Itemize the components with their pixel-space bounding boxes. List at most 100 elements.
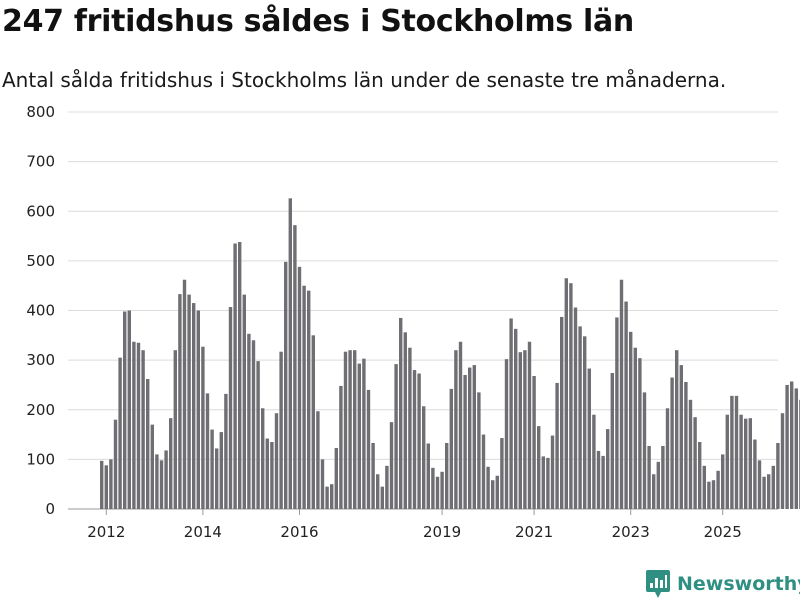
bar[interactable] <box>472 365 476 509</box>
bar[interactable] <box>164 450 168 509</box>
bar[interactable] <box>458 341 463 509</box>
bar[interactable] <box>771 465 775 509</box>
bar[interactable] <box>748 418 752 509</box>
bar[interactable] <box>394 364 398 509</box>
bar[interactable] <box>196 310 200 510</box>
bar[interactable] <box>141 350 145 509</box>
bar[interactable] <box>790 381 794 509</box>
bar[interactable] <box>647 445 651 509</box>
bar[interactable] <box>583 336 587 509</box>
bar[interactable] <box>757 460 762 509</box>
bar[interactable] <box>500 438 504 509</box>
bar[interactable] <box>546 457 550 509</box>
bar[interactable] <box>422 406 426 509</box>
bar[interactable] <box>371 442 375 509</box>
bar[interactable] <box>155 454 159 509</box>
bar[interactable] <box>293 225 297 509</box>
bar[interactable] <box>776 442 780 509</box>
bar[interactable] <box>693 417 697 509</box>
bar[interactable] <box>652 474 656 509</box>
bar[interactable] <box>449 388 453 509</box>
bar[interactable] <box>265 438 269 509</box>
bar[interactable] <box>587 368 591 509</box>
bar[interactable] <box>481 434 486 509</box>
bar[interactable] <box>592 414 596 509</box>
bar[interactable] <box>573 307 578 509</box>
bar[interactable] <box>353 350 357 509</box>
bar[interactable] <box>403 332 407 509</box>
bar[interactable] <box>753 439 757 509</box>
bar[interactable] <box>734 395 739 509</box>
bar[interactable] <box>725 414 729 509</box>
bar[interactable] <box>311 335 315 509</box>
bar[interactable] <box>716 470 720 509</box>
bar[interactable] <box>330 484 334 509</box>
bar[interactable] <box>334 447 338 509</box>
bar[interactable] <box>261 408 265 509</box>
bar[interactable] <box>270 442 274 509</box>
bar[interactable] <box>537 426 541 509</box>
bar[interactable] <box>307 290 311 509</box>
bar[interactable] <box>638 358 642 509</box>
bar[interactable] <box>123 311 127 509</box>
bar[interactable] <box>417 373 421 509</box>
bar[interactable] <box>785 384 789 509</box>
bar[interactable] <box>675 350 679 509</box>
bar[interactable] <box>767 474 771 509</box>
bar[interactable] <box>100 460 104 509</box>
bar[interactable] <box>780 413 785 509</box>
bar[interactable] <box>288 198 292 509</box>
bar[interactable] <box>527 341 532 509</box>
bar[interactable] <box>491 480 495 509</box>
bar[interactable] <box>357 363 361 509</box>
bar[interactable] <box>192 303 196 509</box>
bar[interactable] <box>702 465 706 509</box>
bar[interactable] <box>279 351 283 509</box>
bar[interactable] <box>201 346 205 509</box>
bar[interactable] <box>684 381 688 509</box>
bar[interactable] <box>205 393 210 509</box>
bar[interactable] <box>463 375 467 509</box>
bar[interactable] <box>564 278 568 509</box>
bar[interactable] <box>146 378 150 509</box>
bar[interactable] <box>698 442 702 509</box>
bar[interactable] <box>523 350 527 509</box>
bar[interactable] <box>136 342 141 509</box>
bar[interactable] <box>297 266 302 509</box>
bar[interactable] <box>468 367 472 509</box>
bar[interactable] <box>688 399 693 509</box>
bar[interactable] <box>509 318 513 509</box>
bar[interactable] <box>601 455 605 509</box>
bar[interactable] <box>619 279 624 509</box>
bar[interactable] <box>550 435 555 509</box>
bar[interactable] <box>560 316 564 509</box>
bar[interactable] <box>274 413 279 509</box>
bar[interactable] <box>385 465 389 509</box>
bar[interactable] <box>132 341 136 509</box>
bar[interactable] <box>348 350 352 509</box>
bar[interactable] <box>339 385 343 509</box>
bar[interactable] <box>159 460 164 509</box>
bar[interactable] <box>514 328 518 509</box>
bar[interactable] <box>127 310 131 510</box>
bar[interactable] <box>435 476 440 509</box>
bar[interactable] <box>762 476 766 509</box>
bar[interactable] <box>504 359 509 509</box>
bar[interactable] <box>251 340 256 509</box>
bar[interactable] <box>169 418 173 509</box>
bar[interactable] <box>495 475 499 509</box>
bar[interactable] <box>578 326 582 509</box>
bar[interactable] <box>555 382 559 509</box>
bar[interactable] <box>518 352 522 509</box>
bar[interactable] <box>610 373 614 509</box>
bar[interactable] <box>256 361 260 509</box>
bar[interactable] <box>739 414 743 509</box>
bar[interactable] <box>440 471 444 509</box>
bar[interactable] <box>661 445 665 509</box>
bar[interactable] <box>109 459 113 509</box>
bar[interactable] <box>486 466 490 509</box>
brand-logo[interactable]: Newsworthy <box>645 569 800 599</box>
bar[interactable] <box>721 454 725 509</box>
bar[interactable] <box>150 424 154 509</box>
bar[interactable] <box>541 456 545 509</box>
